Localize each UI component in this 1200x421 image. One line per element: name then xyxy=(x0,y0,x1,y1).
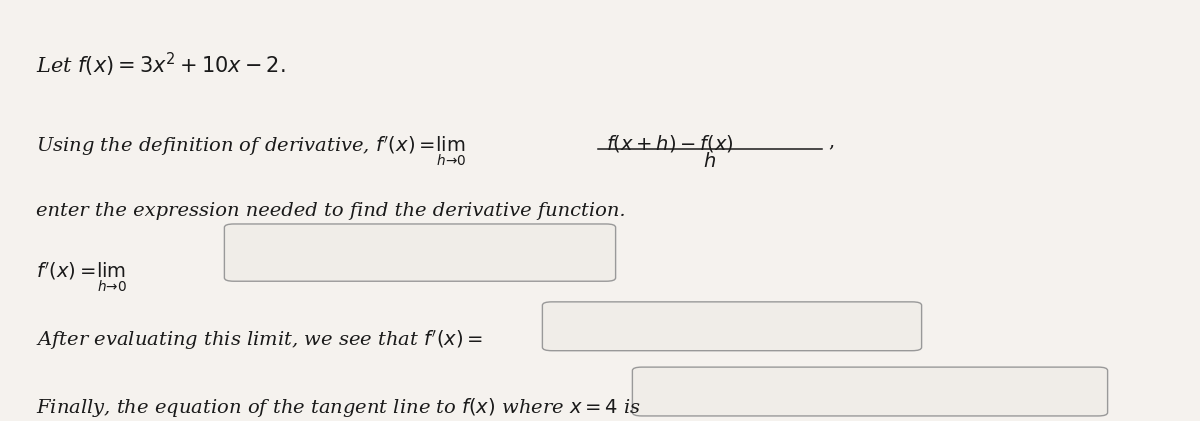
FancyBboxPatch shape xyxy=(542,302,922,351)
Text: $f(x+h) - f(x)$: $f(x+h) - f(x)$ xyxy=(606,133,734,154)
FancyBboxPatch shape xyxy=(224,224,616,281)
Text: After evaluating this limit, we see that $f'(x) =$: After evaluating this limit, we see that… xyxy=(36,328,484,352)
Text: $f'(x) =\!\lim_{h\to 0}$: $f'(x) =\!\lim_{h\to 0}$ xyxy=(36,261,127,295)
Text: enter the expression needed to find the derivative function.: enter the expression needed to find the … xyxy=(36,202,625,220)
Text: Using the definition of derivative, $f'(x) =\!\lim_{h\to 0}$: Using the definition of derivative, $f'(… xyxy=(36,135,467,169)
Text: $h$: $h$ xyxy=(703,152,716,171)
Text: ,: , xyxy=(828,133,834,151)
FancyBboxPatch shape xyxy=(632,367,1108,416)
Text: Let $f(x) = 3x^2 + 10x - 2.$: Let $f(x) = 3x^2 + 10x - 2.$ xyxy=(36,51,286,79)
Text: Finally, the equation of the tangent line to $f(x)$ where $x = 4$ is: Finally, the equation of the tangent lin… xyxy=(36,396,641,419)
